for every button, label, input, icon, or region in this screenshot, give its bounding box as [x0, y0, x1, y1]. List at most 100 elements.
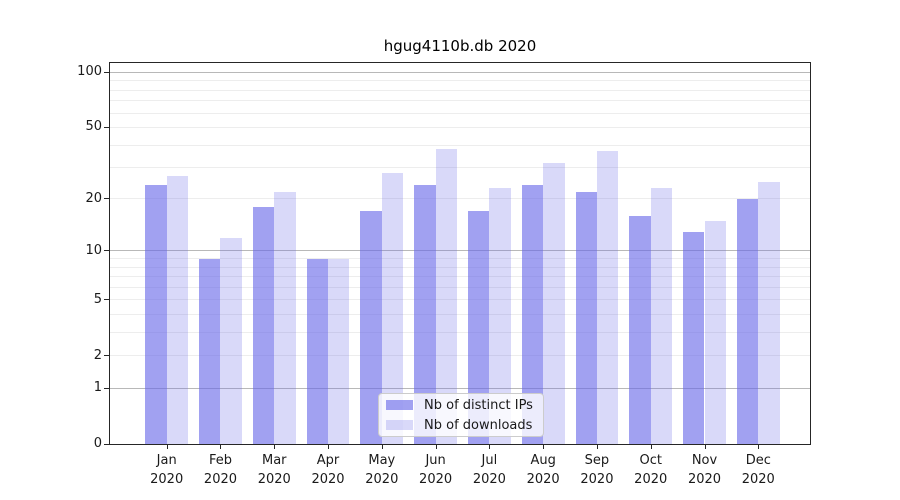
grid-line-major: [110, 71, 810, 73]
x-tick-year: 2020: [365, 472, 399, 487]
x-tick-mark: [435, 444, 437, 449]
y-tick-mark: [104, 250, 109, 252]
bar-downloads-jan: [166, 175, 189, 444]
x-tick-mark: [543, 444, 545, 449]
grid-line-minor: [110, 299, 810, 301]
x-tick-year: 2020: [687, 472, 722, 487]
legend-label-downloads: Nb of downloads: [424, 417, 533, 433]
plot-area: [110, 63, 810, 444]
y-tick-mark: [104, 443, 109, 445]
x-tick-month: Jan: [156, 453, 177, 468]
x-tick-label: Mar 2020: [242, 451, 306, 489]
bar-distinct-ips-nov: [683, 231, 705, 444]
x-tick-year: 2020: [203, 472, 238, 487]
y-tick-mark: [104, 299, 109, 301]
grid-line-major: [110, 387, 810, 389]
grid-line-minor: [110, 331, 810, 333]
y-tick-label: 2: [93, 347, 102, 363]
y-tick-mark: [104, 198, 109, 200]
x-tick-year: 2020: [472, 472, 506, 487]
grid-line-minor: [110, 126, 810, 128]
x-tick-mark: [704, 444, 706, 449]
y-tick-label: 1: [93, 380, 102, 396]
grid-line-minor: [110, 286, 810, 288]
x-tick-month: Nov: [691, 453, 718, 468]
bar-downloads-nov: [704, 220, 726, 444]
bar-distinct-ips-mar: [252, 206, 275, 444]
bar-downloads-mar: [274, 191, 296, 444]
bar-distinct-ips-feb: [199, 258, 221, 444]
x-tick-mark: [489, 444, 491, 449]
x-tick-month: Oct: [639, 453, 662, 468]
grid-line-minor: [110, 266, 810, 268]
bar-distinct-ips-jan: [145, 184, 167, 444]
grid-line-minor: [110, 355, 810, 357]
x-tick-mark: [381, 444, 383, 449]
bar-downloads-aug: [543, 162, 565, 444]
legend-swatch-distinct-ips: [386, 400, 413, 410]
x-tick-year: 2020: [741, 472, 775, 487]
chart-title: hgug4110b.db 2020: [383, 37, 537, 55]
bar-downloads-jul: [489, 188, 511, 444]
legend-swatch-downloads: [386, 420, 413, 430]
grid-line-minor: [110, 313, 810, 315]
x-tick-month: Apr: [316, 453, 340, 468]
y-tick-mark: [104, 355, 109, 357]
legend-item-distinct-ips: Nb of distinct IPs: [386, 397, 536, 414]
x-tick-label: May 2020: [350, 451, 414, 489]
y-tick-mark: [104, 387, 109, 389]
x-tick-month: Dec: [745, 453, 771, 468]
grid-line-minor: [110, 258, 810, 260]
bar-distinct-ips-dec: [736, 198, 759, 444]
y-tick-label: 20: [85, 190, 102, 206]
grid-line-minor: [110, 276, 810, 278]
x-tick-label: Oct 2020: [619, 451, 683, 489]
bar-downloads-feb: [220, 237, 242, 444]
legend-label-distinct-ips: Nb of distinct IPs: [424, 397, 533, 413]
x-tick-year: 2020: [150, 472, 184, 487]
x-tick-label: Feb 2020: [188, 451, 252, 489]
x-tick-mark: [596, 444, 598, 449]
x-tick-year: 2020: [634, 472, 668, 487]
grid-line-minor: [110, 167, 810, 169]
x-tick-mark: [758, 444, 760, 449]
bar-downloads-apr: [328, 258, 350, 444]
x-tick-month: May: [368, 453, 396, 468]
x-tick-label: Jan 2020: [135, 451, 199, 489]
x-tick-year: 2020: [257, 472, 291, 487]
x-tick-month: Jun: [425, 453, 446, 468]
x-tick-year: 2020: [580, 472, 614, 487]
x-tick-mark: [650, 444, 652, 449]
x-tick-month: Feb: [208, 453, 232, 468]
y-tick-label: 5: [93, 291, 102, 307]
x-tick-label: Dec 2020: [726, 451, 790, 489]
x-tick-month: Aug: [530, 453, 556, 468]
bar-distinct-ips-jul: [467, 211, 490, 444]
y-tick-label: 10: [85, 242, 102, 258]
y-tick-mark: [104, 126, 109, 128]
y-tick-label: 0: [93, 436, 102, 451]
grid-line-minor: [110, 144, 810, 146]
grid-line-minor: [110, 80, 810, 82]
grid-line-major: [110, 250, 810, 252]
bar-distinct-ips-apr: [306, 258, 329, 444]
bar-distinct-ips-sep: [575, 191, 597, 444]
bar-distinct-ips-aug: [521, 184, 544, 444]
x-tick-label: Nov 2020: [673, 451, 737, 489]
bar-downloads-oct: [650, 188, 673, 444]
grid-line-minor: [110, 100, 810, 102]
bar-distinct-ips-jun: [414, 184, 436, 444]
grid-line-minor: [110, 198, 810, 200]
bar-downloads-may: [381, 172, 404, 444]
x-tick-year: 2020: [419, 472, 453, 487]
x-tick-mark: [328, 444, 330, 449]
x-tick-label: Jul 2020: [457, 451, 521, 489]
legend: Nb of distinct IPs Nb of downloads: [378, 393, 544, 437]
bar-distinct-ips-oct: [629, 215, 651, 444]
legend-item-downloads: Nb of downloads: [386, 417, 536, 434]
x-tick-month: Sep: [584, 453, 610, 468]
x-tick-label: Aug 2020: [511, 451, 575, 489]
x-tick-label: Sep 2020: [565, 451, 629, 489]
x-tick-month: Mar: [261, 453, 287, 468]
